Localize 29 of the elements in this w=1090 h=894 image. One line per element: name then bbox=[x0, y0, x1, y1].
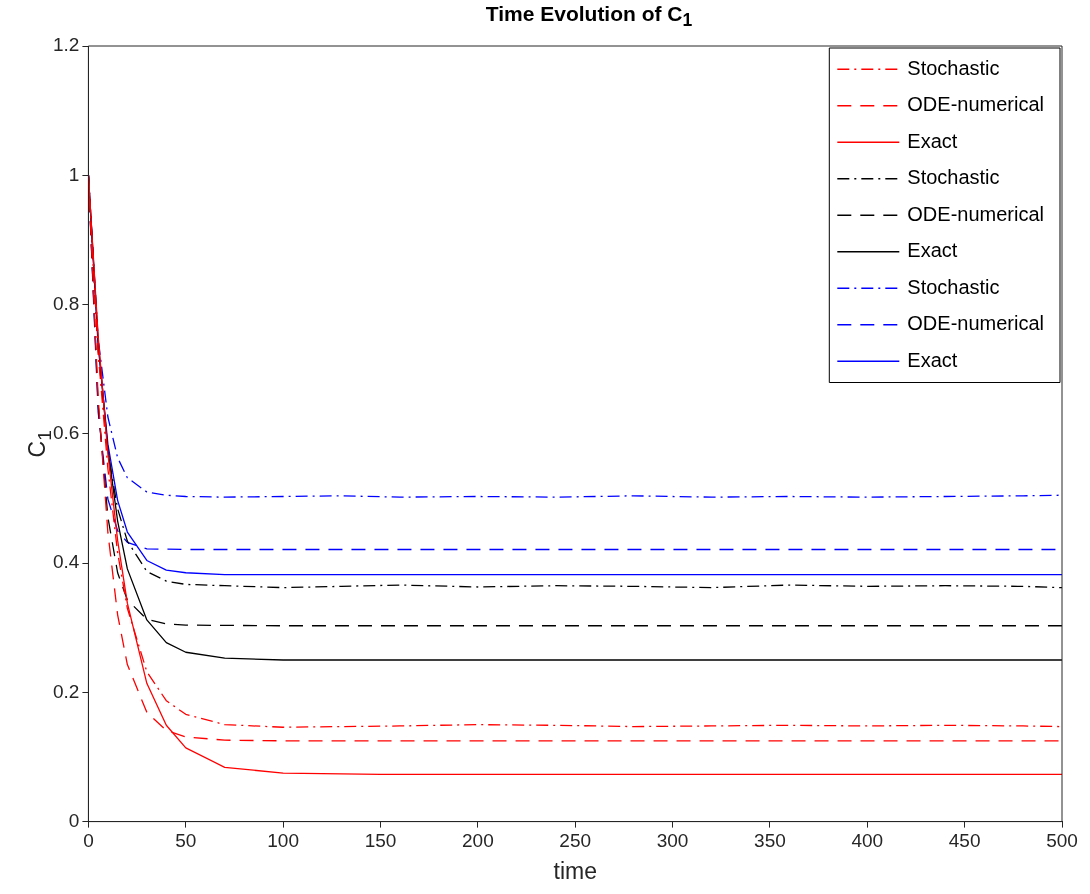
x-tick-label: 450 bbox=[948, 830, 981, 852]
y-tick-label: 0.8 bbox=[52, 292, 80, 314]
legend-label: Stochastic bbox=[907, 56, 1000, 79]
legend-label: ODE-numerical bbox=[907, 312, 1044, 335]
x-tick-label: 50 bbox=[175, 830, 197, 852]
x-tick-label: 400 bbox=[851, 830, 884, 852]
legend-label: Exact bbox=[907, 129, 958, 152]
legend-label: ODE-numerical bbox=[907, 202, 1044, 225]
y-tick-label: 0.6 bbox=[52, 422, 80, 444]
x-tick-label: 300 bbox=[656, 830, 689, 852]
x-tick-label: 350 bbox=[754, 830, 786, 852]
x-tick-label: 100 bbox=[267, 830, 299, 852]
y-tick-label: 0 bbox=[68, 809, 80, 831]
legend-label: Stochastic bbox=[907, 166, 1000, 189]
x-tick-label: 500 bbox=[1046, 830, 1078, 852]
x-axis-title: time bbox=[553, 857, 597, 884]
legend-label: Stochastic bbox=[907, 275, 1000, 298]
x-tick-label: 250 bbox=[559, 830, 592, 852]
x-tick-label: 200 bbox=[462, 830, 494, 852]
y-tick-label: 1.2 bbox=[52, 34, 80, 56]
y-tick-label: 0.4 bbox=[52, 551, 80, 573]
chart-title: Time Evolution of C$_{1}$ bbox=[484, 2, 694, 32]
legend-label: Exact bbox=[907, 239, 958, 262]
x-tick-label: 150 bbox=[364, 830, 397, 852]
y-tick-label: 1 bbox=[68, 163, 80, 185]
y-tick-label: 0.2 bbox=[52, 680, 80, 702]
x-tick-label: 0 bbox=[83, 830, 94, 852]
legend-label: Exact bbox=[907, 348, 958, 371]
legend-label: ODE-numerical bbox=[907, 93, 1044, 116]
